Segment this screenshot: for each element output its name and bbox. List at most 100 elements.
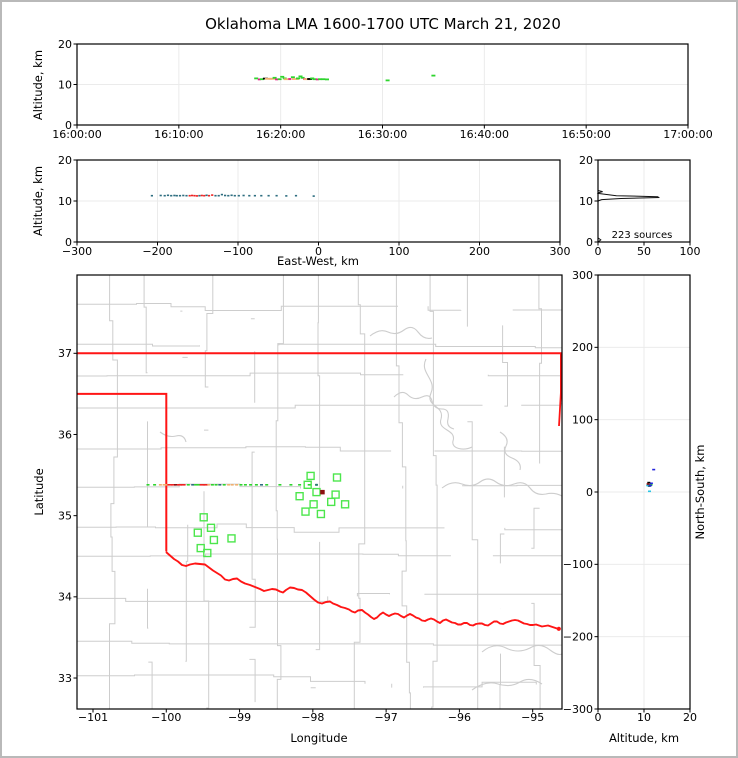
track-dash <box>162 484 166 486</box>
data-point <box>315 78 319 81</box>
track-dash <box>203 484 209 486</box>
data-point <box>182 194 185 197</box>
data-point <box>312 195 315 197</box>
county-line <box>275 275 284 709</box>
tick-label: −100 <box>223 245 253 258</box>
data-point <box>198 194 201 197</box>
data-point <box>648 484 652 487</box>
data-point <box>217 194 220 197</box>
data-point <box>321 78 326 81</box>
source-square <box>316 509 326 519</box>
tick-label: 0 <box>586 486 593 499</box>
river-line <box>441 478 563 497</box>
data-point <box>268 77 276 80</box>
data-point <box>193 194 196 197</box>
tick-marks <box>73 43 691 713</box>
data-point <box>253 194 256 197</box>
river-line <box>159 431 187 443</box>
data-point <box>170 194 173 197</box>
tick-label: 0 <box>315 245 322 258</box>
tick-label: 36 <box>58 428 72 441</box>
track-dash <box>239 484 243 486</box>
tick-label: 50 <box>637 245 651 258</box>
data-point <box>280 75 285 78</box>
tick-label: 300 <box>572 269 593 282</box>
map-xlabel: Longitude <box>290 731 347 745</box>
figure-title: Oklahoma LMA 1600-1700 UTC March 21, 202… <box>205 15 561 33</box>
county-line <box>203 275 214 709</box>
tick-label: 10 <box>58 195 72 208</box>
source-square <box>309 500 318 509</box>
data-point <box>277 78 282 81</box>
data-point <box>300 76 305 79</box>
track-dash <box>207 484 211 486</box>
tick-label: 20 <box>58 154 72 167</box>
county-line <box>77 553 562 557</box>
county-line <box>77 343 562 349</box>
data-point <box>290 76 295 79</box>
source-square <box>209 535 219 545</box>
tick-label: 0 <box>595 711 602 724</box>
data-point <box>163 194 166 197</box>
county-line <box>77 523 562 533</box>
county-line <box>531 275 542 709</box>
source-square <box>295 492 304 501</box>
track-dash <box>278 484 282 486</box>
data-point <box>264 77 272 80</box>
source-square <box>306 471 315 481</box>
tick-label: 16:20:00 <box>256 128 305 141</box>
county-line <box>429 275 438 709</box>
data-point <box>646 483 650 485</box>
tick-label: −95 <box>521 711 544 724</box>
ew-xlabel: East-West, km <box>277 254 359 268</box>
track-dash <box>146 484 150 486</box>
tick-label: 10 <box>579 195 593 208</box>
data-point <box>211 194 214 196</box>
track-dash <box>235 484 239 486</box>
oklahoma-state-border <box>77 352 562 631</box>
axis-labels: Altitude, km Altitude, km East-West, km … <box>31 50 707 745</box>
river-line <box>393 391 455 430</box>
source-square <box>312 487 321 497</box>
tick-label: 100 <box>572 413 593 426</box>
track-dash <box>222 484 226 486</box>
track-dash <box>298 484 302 486</box>
track-dash <box>227 484 231 486</box>
data-point <box>285 195 288 197</box>
track-dash <box>191 484 195 486</box>
county-line <box>109 275 118 709</box>
river-line <box>481 644 563 656</box>
altitude-histogram-curve <box>596 160 660 243</box>
data-point <box>312 78 317 81</box>
data-point <box>188 194 191 197</box>
tick-label: −200 <box>142 245 172 258</box>
data-point <box>175 194 178 197</box>
data-point <box>237 194 240 197</box>
ns-xlabel: Altitude, km <box>609 731 679 745</box>
time-height-data <box>254 74 436 82</box>
source-square <box>301 507 310 516</box>
tick-label: 34 <box>58 591 72 604</box>
tick-label: 200 <box>469 245 490 258</box>
source-square <box>327 497 336 507</box>
tick-label: −300 <box>62 245 92 258</box>
data-point <box>298 75 303 78</box>
data-point <box>385 79 390 82</box>
data-point <box>257 78 261 81</box>
county-line <box>395 275 411 709</box>
track-dash <box>194 484 198 486</box>
county-line <box>353 275 366 709</box>
source-square <box>227 534 236 543</box>
data-point <box>178 194 182 197</box>
data-point <box>317 78 322 81</box>
panel-frames <box>76 43 691 710</box>
tick-label: −96 <box>448 711 471 724</box>
tick-label: 0 <box>586 236 593 249</box>
data-point <box>260 194 263 197</box>
source-square <box>206 523 216 532</box>
tick-label: 20 <box>683 711 697 724</box>
tick-label: 0 <box>65 119 72 132</box>
tick-label: −101 <box>78 711 108 724</box>
county-line <box>180 311 187 709</box>
